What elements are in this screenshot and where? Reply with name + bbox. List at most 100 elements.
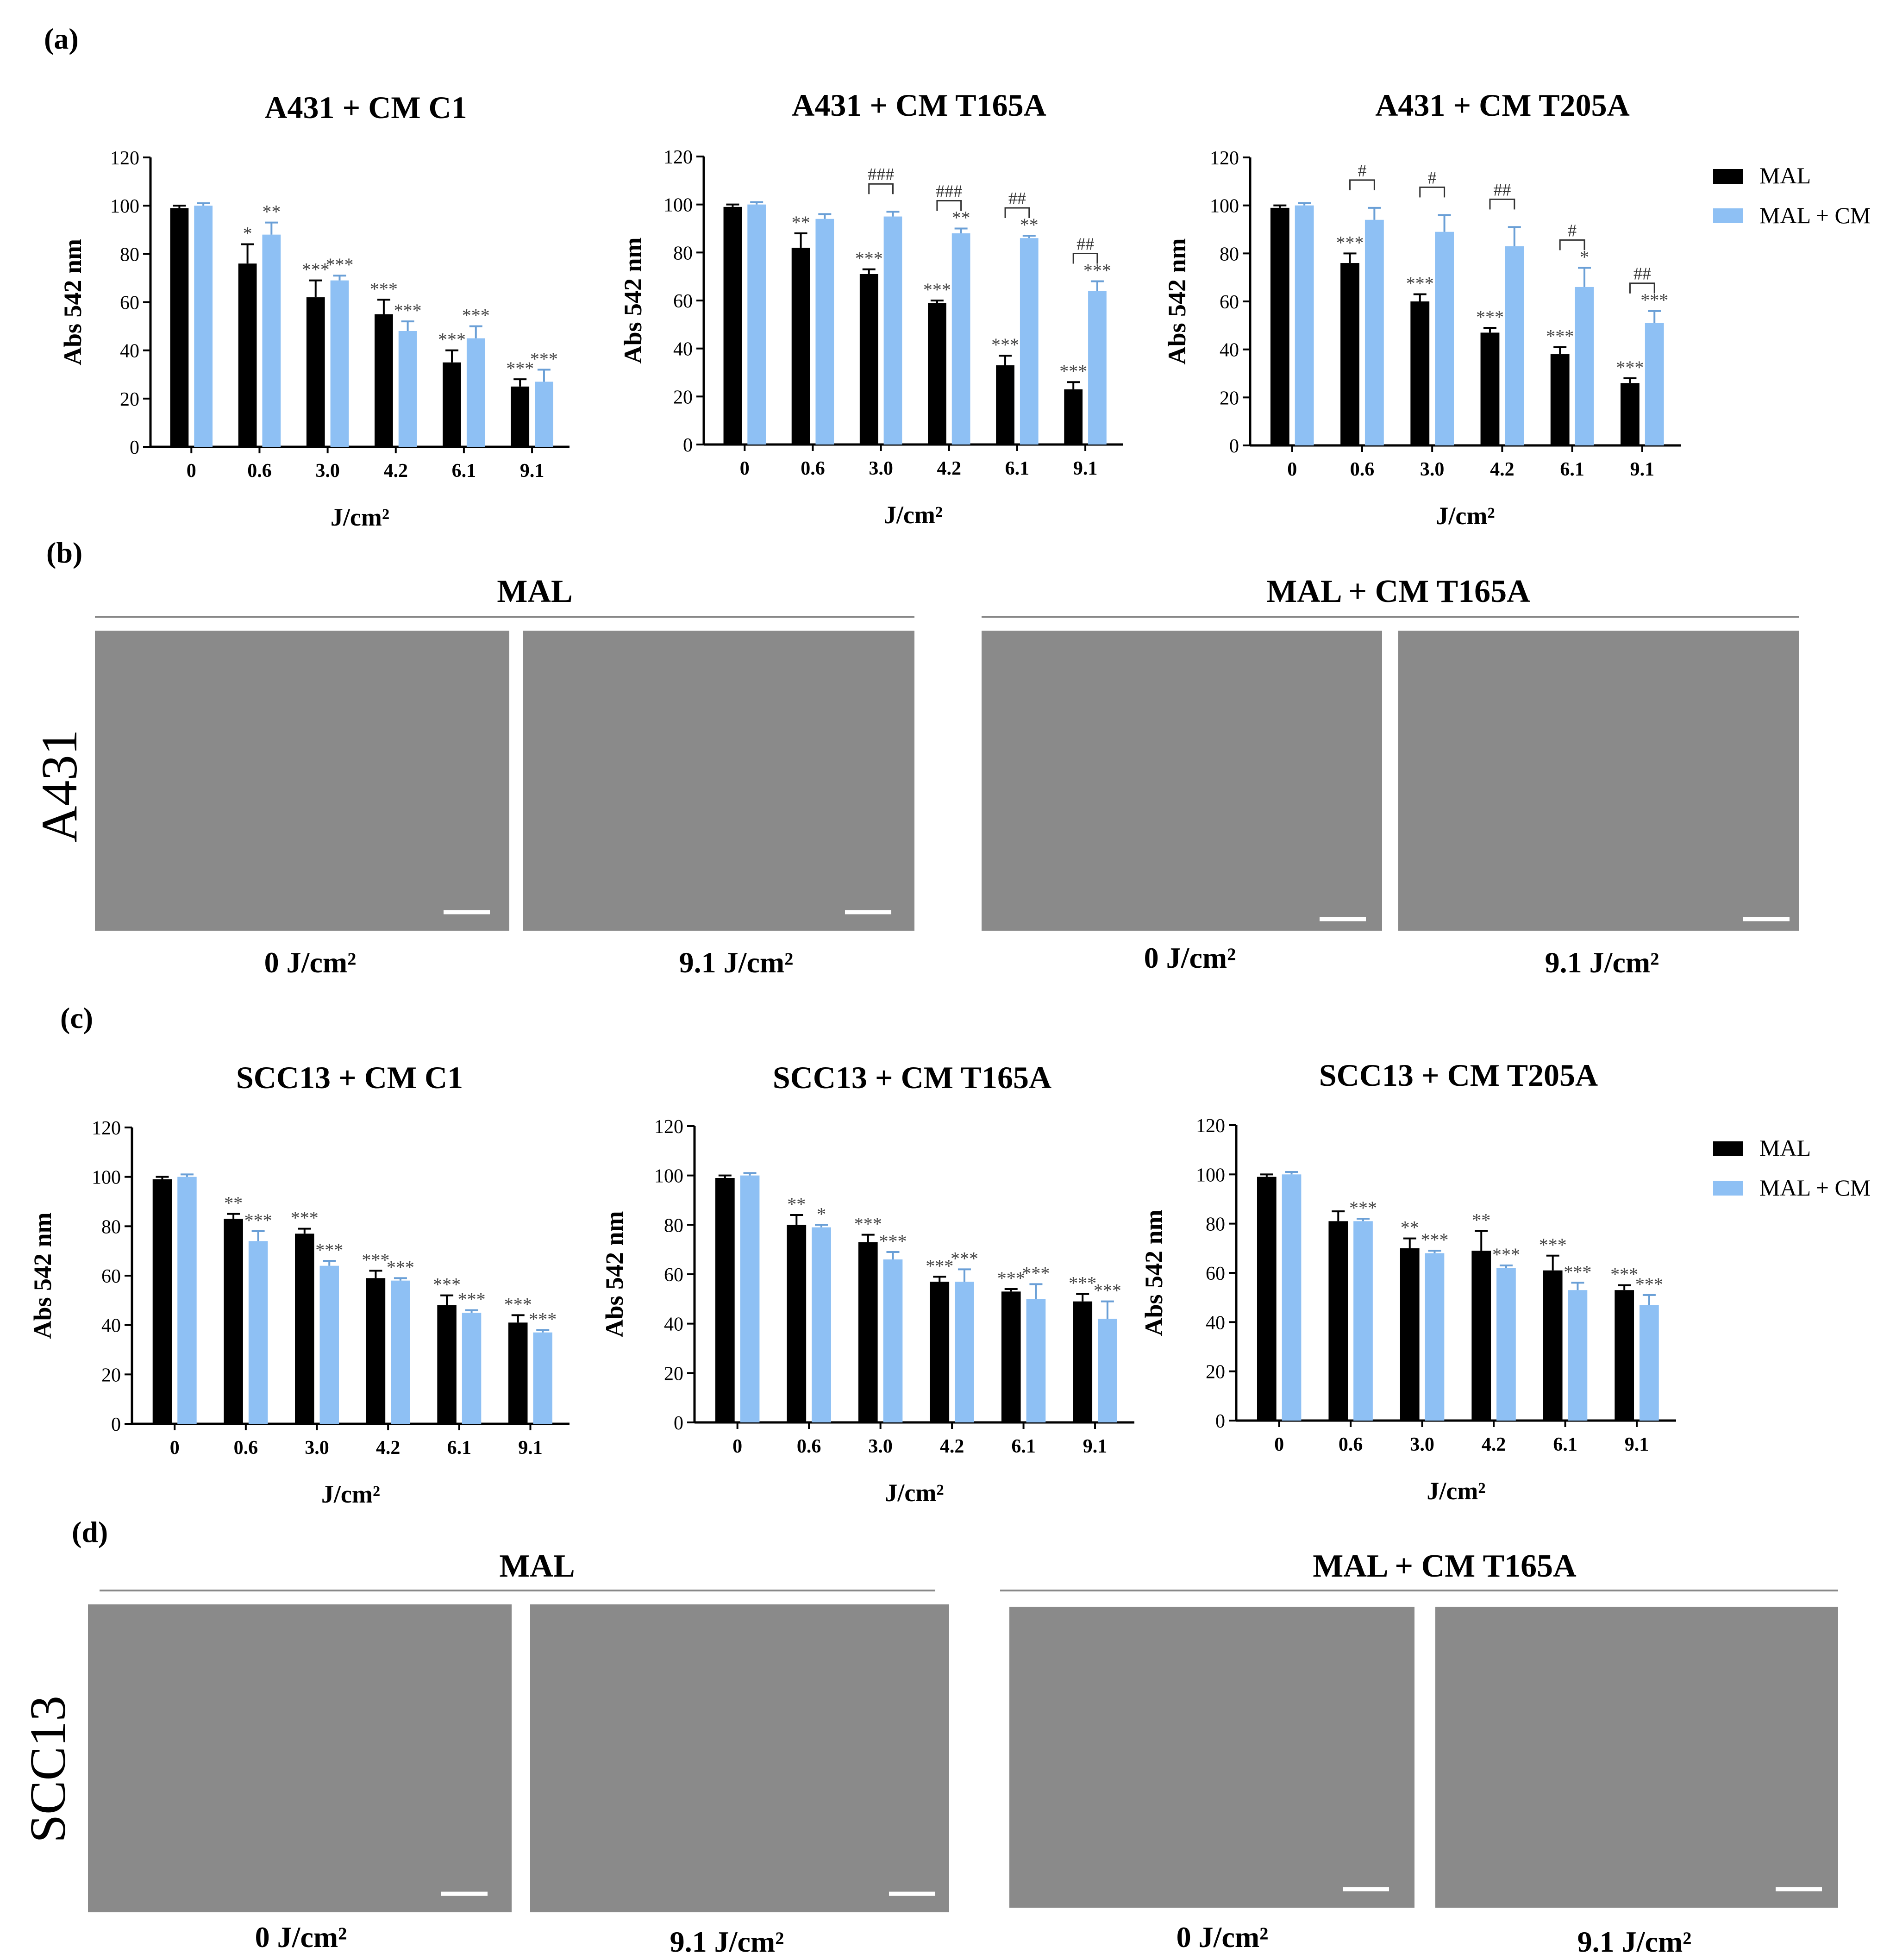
significance-label: **: [1401, 1217, 1419, 1238]
x-axis-label: J/cm²: [1427, 1477, 1485, 1505]
bar-mal-cm: [883, 216, 902, 445]
y-tick-label: 60: [1206, 1263, 1225, 1284]
legend-bottom-swatch-mal-cm: [1713, 1181, 1743, 1196]
bracket-label: #: [1428, 168, 1437, 188]
x-axis-label: J/cm²: [884, 501, 943, 529]
micro-d-caption-4: 9.1 J/cm²: [1577, 1925, 1692, 1958]
chart-scc13-c1: SCC13 + CM C1 Abs 542 nm J/cm² 0 20 40 60 80 100…: [29, 1060, 570, 1508]
significance-label: ***: [1406, 273, 1434, 294]
significance-bracket: [1072, 253, 1098, 264]
chart-title: A431 + CM C1: [264, 90, 467, 125]
x-tick-label: 3.0: [305, 1437, 329, 1459]
legend-top: MAL MAL + CM: [1713, 163, 1871, 228]
x-tick-label: 0.6: [234, 1437, 258, 1459]
bar-mal: [238, 263, 257, 447]
x-tick-label: 0.6: [797, 1436, 821, 1457]
chart-a431-t165a: A431 + CM T165A Abs 542 nm J/cm² 0 20 40 60 80 1…: [619, 88, 1123, 529]
y-axis-label: Abs 542 nm: [59, 239, 87, 365]
y-tick-label: 100: [1196, 1165, 1225, 1186]
bar-mal-cm: [194, 206, 213, 447]
significance-label: ***: [1094, 1280, 1121, 1301]
micro-d-caption-2: 9.1 J/cm²: [670, 1925, 784, 1958]
micro-d-row-label: SCC13: [19, 1696, 76, 1843]
x-tick-label: 4.2: [384, 460, 408, 482]
y-tick-label: 40: [120, 341, 139, 362]
micro-b-group1-title: MAL: [497, 574, 572, 609]
x-tick-label: 3.0: [1410, 1434, 1434, 1455]
significance-label: *: [817, 1203, 826, 1224]
chart-scc13-t165a: SCC13 + CM T165A Abs 542 nm J/cm² 0 20 40 60 80…: [601, 1060, 1134, 1507]
chart-title: SCC13 + CM T205A: [1319, 1058, 1598, 1093]
significance-label: **: [792, 212, 810, 233]
x-tick-label: 4.2: [1482, 1434, 1506, 1455]
x-axis-label: J/cm²: [1436, 502, 1495, 530]
bar-mal: [930, 1282, 950, 1422]
micrograph-scc13-cm-9: [1435, 1607, 1838, 1908]
bracket-label: ##: [1008, 189, 1026, 208]
bar-mal-cm: [747, 204, 766, 445]
bar-mal-cm: [398, 331, 417, 447]
x-tick-label: 6.1: [1553, 1434, 1577, 1455]
y-tick-label: 0: [130, 437, 139, 458]
significance-label: ***: [462, 305, 490, 326]
bar-mal-cm: [1505, 246, 1524, 445]
bar-mal: [996, 365, 1014, 445]
bar-mal-cm: [1282, 1174, 1302, 1421]
bar-mal-cm: [330, 280, 349, 447]
panel-label-c: (c): [60, 1002, 93, 1034]
significance-label: **: [262, 201, 281, 222]
significance-label: ***: [530, 348, 558, 369]
x-tick-label: 4.2: [1490, 459, 1515, 480]
bar-mal: [1073, 1301, 1093, 1422]
y-tick-label: 0: [111, 1414, 121, 1435]
micro-b-caption-2: 9.1 J/cm²: [679, 946, 794, 979]
y-tick-label: 40: [1220, 340, 1239, 361]
micrograph-a431-cm-0: [982, 631, 1382, 931]
bar-mal: [443, 362, 461, 447]
y-axis-label: Abs 542 nm: [1163, 238, 1191, 364]
bar-mal: [366, 1278, 386, 1424]
chart-a431-t205a: A431 + CM T205A Abs 542 nm J/cm² 0 20 40 60 80 1…: [1163, 88, 1681, 530]
x-tick-label: 4.2: [940, 1436, 964, 1457]
x-tick-label: 0.6: [1350, 459, 1375, 480]
bar-mal: [715, 1178, 735, 1422]
bar-mal-cm: [1353, 1221, 1373, 1421]
significance-label: ***: [433, 1274, 461, 1295]
x-tick-label: 6.1: [1005, 458, 1030, 479]
x-tick-label: 3.0: [1420, 459, 1445, 480]
bar-mal: [928, 303, 946, 445]
significance-label: ***: [291, 1208, 319, 1228]
y-tick-label: 60: [101, 1266, 121, 1287]
x-tick-label: 9.1: [520, 460, 544, 482]
y-tick-label: 60: [1220, 292, 1239, 313]
y-tick-label: 80: [120, 244, 139, 265]
bar-mal: [1621, 383, 1640, 445]
bar-mal-cm: [1364, 219, 1384, 445]
x-tick-label: 0.6: [1339, 1434, 1363, 1455]
bar-mal: [1001, 1291, 1021, 1422]
x-tick-label: 0: [170, 1437, 180, 1459]
y-tick-label: 60: [673, 291, 693, 312]
x-tick-label: 0: [187, 460, 196, 482]
micro-d-group1-title: MAL: [499, 1548, 575, 1584]
bar-mal: [1480, 332, 1500, 445]
significance-label: ***: [302, 259, 330, 280]
bracket-label: ##: [1633, 264, 1651, 284]
micro-d-caption-3: 0 J/cm²: [1177, 1921, 1269, 1954]
y-tick-label: 0: [683, 435, 693, 456]
micrograph-panel-d: SCC13 MAL MAL + CM T165A 0 J/cm² 9.1 J/c…: [19, 1548, 1838, 1958]
bar-mal: [1471, 1251, 1491, 1421]
legend-top-label-mal-cm: MAL + CM: [1759, 202, 1871, 228]
y-tick-label: 0: [1215, 1411, 1225, 1432]
x-tick-label: 6.1: [1560, 459, 1584, 480]
legend-top-swatch-mal: [1713, 169, 1743, 184]
y-tick-label: 100: [663, 195, 693, 216]
micro-b-group2-title: MAL + CM T165A: [1266, 574, 1530, 609]
y-tick-label: 100: [92, 1167, 121, 1189]
bar-mal-cm: [533, 1332, 552, 1424]
significance-bracket: [868, 183, 894, 194]
panel-label-b: (b): [46, 536, 82, 569]
micro-b-caption-3: 0 J/cm²: [1144, 941, 1236, 974]
y-tick-label: 40: [664, 1314, 683, 1335]
bar-mal: [859, 274, 878, 445]
